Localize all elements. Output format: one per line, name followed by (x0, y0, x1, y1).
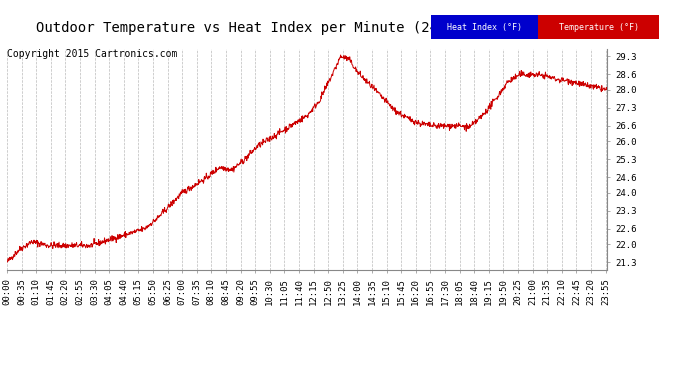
Text: Temperature (°F): Temperature (°F) (559, 22, 638, 32)
Text: Outdoor Temperature vs Heat Index per Minute (24 Hours) 20150210: Outdoor Temperature vs Heat Index per Mi… (36, 21, 571, 34)
Text: Heat Index (°F): Heat Index (°F) (447, 22, 522, 32)
Text: Copyright 2015 Cartronics.com: Copyright 2015 Cartronics.com (7, 49, 177, 59)
